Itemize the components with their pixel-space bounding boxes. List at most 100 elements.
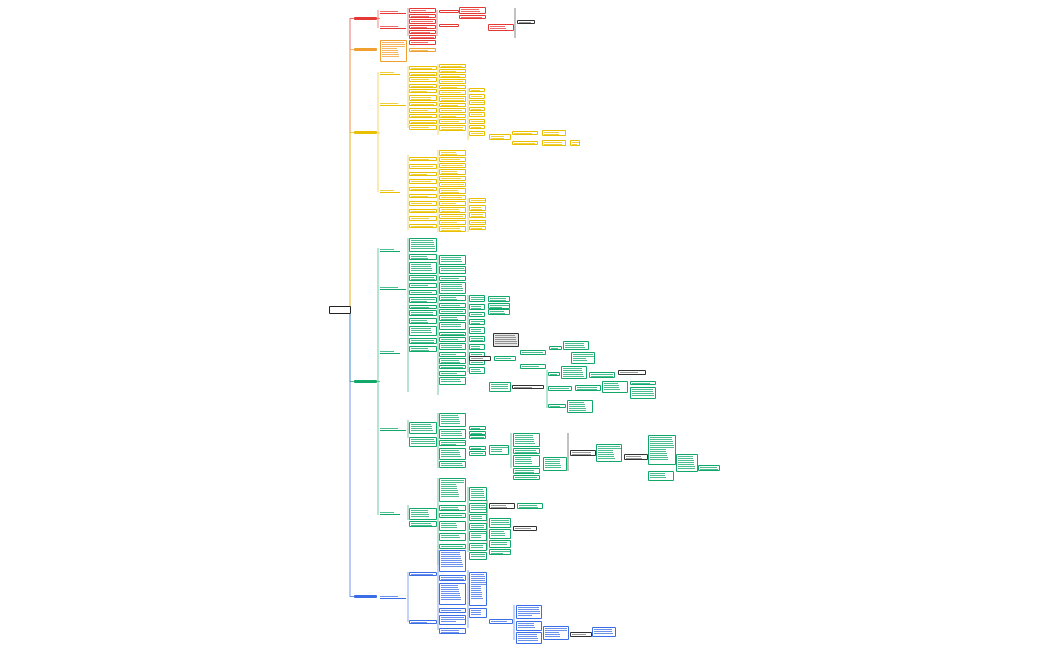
green-leaf-node[interactable] xyxy=(469,446,486,450)
yellow-detail-node[interactable] xyxy=(439,90,466,95)
branch-green-topic[interactable] xyxy=(354,380,377,383)
green-detail-node[interactable] xyxy=(439,520,466,531)
yellow-detail-node[interactable] xyxy=(439,114,466,118)
green-subtopic[interactable] xyxy=(380,249,400,252)
yellow-leaf-node[interactable] xyxy=(542,140,566,146)
green-detail-node[interactable] xyxy=(439,504,466,511)
green-leaf-node[interactable] xyxy=(489,445,509,455)
green-leaf-node[interactable] xyxy=(618,370,646,375)
yellow-detail-node[interactable] xyxy=(439,195,466,200)
green-leaf-node[interactable] xyxy=(648,435,676,465)
green-detail-node[interactable] xyxy=(439,331,466,336)
yellow-detail-node[interactable] xyxy=(409,194,437,198)
green-detail-node[interactable] xyxy=(409,261,437,274)
yellow-detail-node[interactable] xyxy=(409,216,437,221)
green-detail-node[interactable] xyxy=(409,283,437,289)
red-detail-node[interactable] xyxy=(459,15,486,19)
blue-subtopic[interactable] xyxy=(380,596,406,599)
green-leaf-node[interactable] xyxy=(469,552,487,560)
red-detail-node[interactable] xyxy=(409,30,436,34)
green-leaf-node[interactable] xyxy=(513,448,540,454)
blue-detail-node[interactable] xyxy=(439,607,466,613)
green-leaf-node[interactable] xyxy=(489,549,511,555)
blue-leaf-node[interactable] xyxy=(469,608,487,618)
blue-leaf-node[interactable] xyxy=(516,632,542,644)
green-detail-node[interactable] xyxy=(409,304,437,309)
green-detail-node[interactable] xyxy=(439,440,466,446)
green-detail-node[interactable] xyxy=(409,310,437,317)
green-detail-node[interactable] xyxy=(409,318,437,325)
yellow-subtopic[interactable] xyxy=(380,103,406,106)
green-leaf-node[interactable] xyxy=(469,502,487,513)
green-leaf-node[interactable] xyxy=(489,518,511,528)
green-leaf-node[interactable] xyxy=(469,336,485,342)
yellow-detail-node[interactable] xyxy=(409,107,437,113)
yellow-detail-node[interactable] xyxy=(409,172,437,176)
green-leaf-node[interactable] xyxy=(489,382,511,392)
blue-leaf-node[interactable] xyxy=(543,626,569,640)
green-leaf-node[interactable] xyxy=(517,503,543,509)
yellow-leaf-node[interactable] xyxy=(469,112,485,117)
green-leaf-node[interactable] xyxy=(469,487,487,501)
green-detail-node[interactable] xyxy=(439,447,466,460)
green-leaf-node[interactable] xyxy=(698,465,720,471)
orange-detail-node[interactable] xyxy=(380,40,407,62)
yellow-detail-node[interactable] xyxy=(439,188,466,194)
blue-detail-node[interactable] xyxy=(409,620,437,624)
yellow-detail-node[interactable] xyxy=(439,85,466,89)
green-detail-node[interactable] xyxy=(439,343,466,351)
yellow-leaf-node[interactable] xyxy=(469,125,485,129)
yellow-detail-node[interactable] xyxy=(439,163,466,168)
green-leaf-node[interactable] xyxy=(469,435,486,439)
yellow-subtopic[interactable] xyxy=(380,72,400,75)
green-detail-node[interactable] xyxy=(409,290,437,295)
green-detail-node[interactable] xyxy=(439,513,466,518)
yellow-detail-node[interactable] xyxy=(439,74,466,78)
blue-detail-node[interactable] xyxy=(439,627,466,634)
branch-red-topic[interactable] xyxy=(354,17,377,20)
red-detail-node[interactable] xyxy=(409,35,436,39)
green-detail-node[interactable] xyxy=(439,275,466,281)
green-leaf-node[interactable] xyxy=(489,540,511,548)
green-detail-node[interactable] xyxy=(409,437,437,447)
yellow-detail-node[interactable] xyxy=(439,64,466,68)
yellow-leaf-node[interactable] xyxy=(570,140,580,146)
green-detail-node[interactable] xyxy=(439,370,466,376)
yellow-detail-node[interactable] xyxy=(439,69,466,73)
green-detail-node[interactable] xyxy=(439,266,466,275)
green-leaf-node[interactable] xyxy=(571,352,595,364)
green-leaf-node[interactable] xyxy=(469,367,485,374)
green-leaf-node[interactable] xyxy=(469,327,485,334)
green-subtopic[interactable] xyxy=(380,287,406,290)
yellow-detail-node[interactable] xyxy=(439,79,466,84)
blue-leaf-node[interactable] xyxy=(489,619,513,624)
green-detail-node[interactable] xyxy=(409,326,437,336)
green-detail-node[interactable] xyxy=(439,478,466,502)
yellow-detail-node[interactable] xyxy=(439,119,466,124)
green-detail-node[interactable] xyxy=(439,322,466,331)
yellow-leaf-node[interactable] xyxy=(469,118,485,124)
green-leaf-node[interactable] xyxy=(469,319,485,325)
green-leaf-node[interactable] xyxy=(469,295,485,302)
yellow-detail-node[interactable] xyxy=(409,179,437,184)
green-detail-node[interactable] xyxy=(439,315,466,322)
green-leaf-node[interactable] xyxy=(630,387,656,399)
yellow-leaf-node[interactable] xyxy=(542,130,566,136)
green-leaf-node[interactable] xyxy=(512,385,544,389)
central-topic[interactable] xyxy=(329,306,351,314)
branch-yellow-topic[interactable] xyxy=(354,131,377,134)
yellow-leaf-node[interactable] xyxy=(469,130,485,136)
yellow-detail-node[interactable] xyxy=(409,157,437,161)
green-detail-node[interactable] xyxy=(439,308,466,314)
green-leaf-node[interactable] xyxy=(549,346,562,350)
green-detail-node[interactable] xyxy=(409,508,437,520)
green-detail-node[interactable] xyxy=(439,461,466,468)
green-leaf-node[interactable] xyxy=(469,451,486,456)
green-leaf-node[interactable] xyxy=(469,430,486,435)
green-leaf-node[interactable] xyxy=(520,350,546,355)
green-leaf-node[interactable] xyxy=(469,531,487,541)
yellow-detail-node[interactable] xyxy=(409,187,437,191)
red-subtopic[interactable] xyxy=(380,11,406,14)
yellow-leaf-node[interactable] xyxy=(512,131,538,135)
green-leaf-node[interactable] xyxy=(469,522,487,530)
